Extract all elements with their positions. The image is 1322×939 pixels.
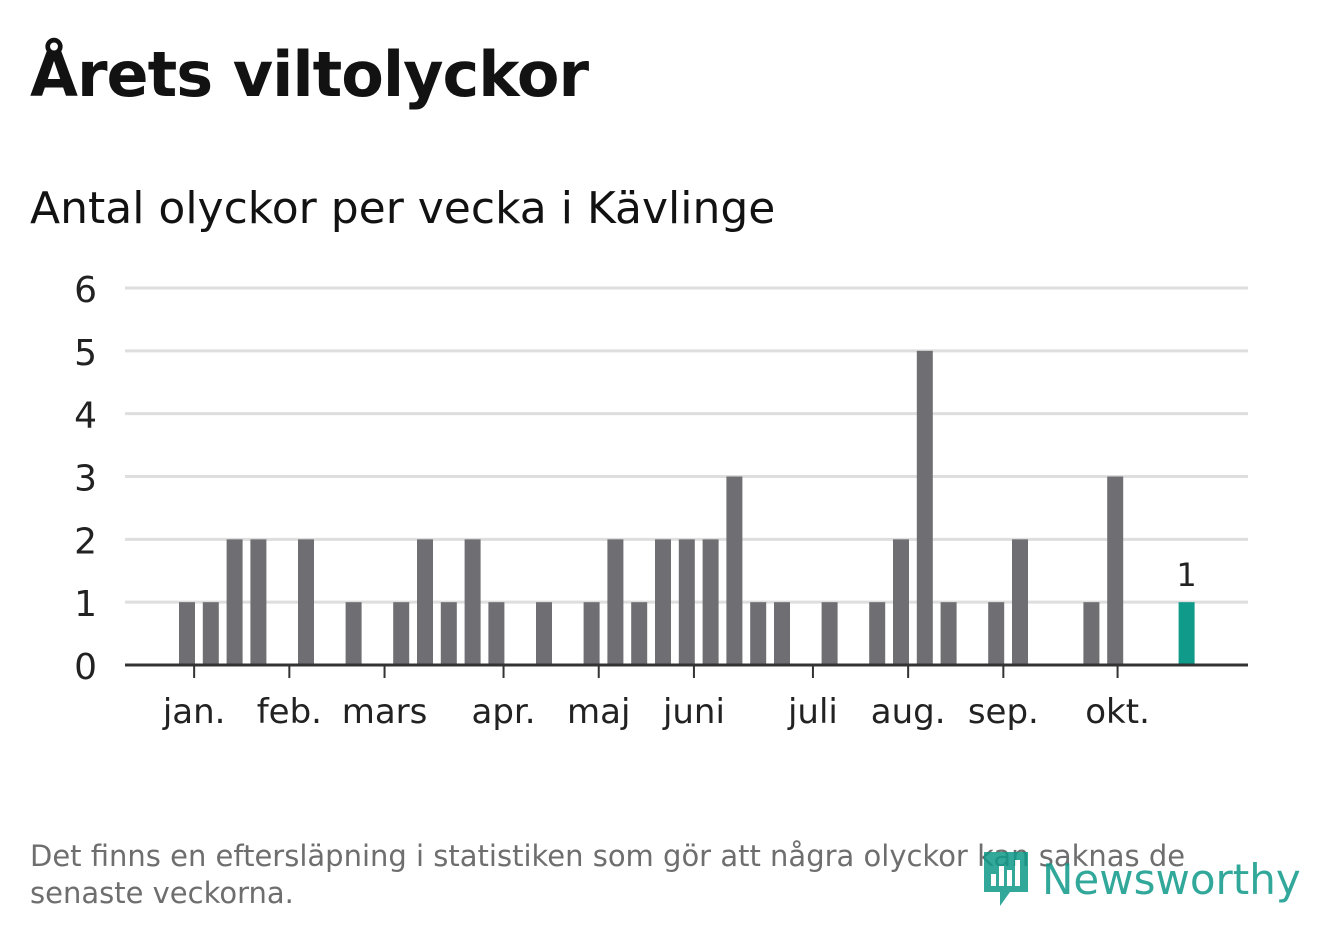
bar — [464, 539, 481, 665]
bar — [869, 602, 886, 665]
x-tick-label: aug. — [871, 692, 946, 732]
y-tick-label: 3 — [74, 459, 97, 500]
x-tick-label: juni — [662, 692, 725, 732]
bar — [179, 602, 195, 665]
x-tick-label: sep. — [968, 692, 1039, 732]
bar — [750, 602, 767, 665]
bar — [631, 602, 648, 665]
bar — [726, 476, 743, 665]
bar — [250, 539, 267, 665]
bar — [702, 539, 719, 665]
bar — [678, 539, 695, 665]
bar — [226, 539, 243, 665]
bar — [821, 602, 838, 665]
y-tick-label: 0 — [74, 647, 97, 688]
y-tick-label: 5 — [74, 333, 97, 374]
bar — [988, 602, 1005, 665]
bar — [345, 602, 362, 665]
bar — [393, 602, 410, 665]
bar — [440, 602, 457, 665]
chart-subtitle: Antal olyckor per vecka i Kävlinge — [30, 183, 776, 234]
bar — [607, 539, 624, 665]
x-tick-label: jan. — [162, 692, 226, 732]
bar — [536, 602, 552, 665]
x-tick-label: apr. — [471, 692, 535, 732]
y-tick-label: 1 — [74, 584, 97, 625]
bar — [202, 602, 219, 665]
bar — [583, 602, 600, 665]
data-label: 1 — [1176, 556, 1196, 594]
chart-title: Årets viltolyckor — [30, 38, 589, 111]
bar — [298, 539, 314, 665]
bar — [1083, 602, 1100, 665]
logo-text: Newsworthy — [1042, 854, 1301, 904]
y-tick-label: 4 — [74, 396, 97, 437]
highlight-bar — [1178, 602, 1195, 665]
bar — [417, 539, 433, 665]
bar — [655, 539, 671, 665]
x-tick-label: juli — [787, 692, 838, 732]
y-tick-label: 2 — [74, 521, 97, 562]
bar — [1107, 476, 1124, 665]
y-tick-label: 6 — [74, 270, 97, 311]
x-tick-label: feb. — [257, 692, 322, 732]
newsworthy-logo-icon — [984, 852, 1028, 906]
bar — [940, 602, 957, 665]
newsworthy-logo: Newsworthy — [980, 848, 1301, 910]
x-tick-label: okt. — [1085, 692, 1150, 732]
bar-chart: 0 1 2 3 4 5 6 1 jan. feb. mars apr. maj juni juli aug. s… — [74, 270, 1248, 732]
bar — [488, 602, 505, 665]
bar — [774, 602, 790, 665]
bar — [1012, 539, 1028, 665]
x-tick-label: maj — [567, 692, 630, 732]
bar — [893, 539, 909, 665]
bar — [916, 350, 933, 665]
x-tick-label: mars — [342, 692, 428, 732]
